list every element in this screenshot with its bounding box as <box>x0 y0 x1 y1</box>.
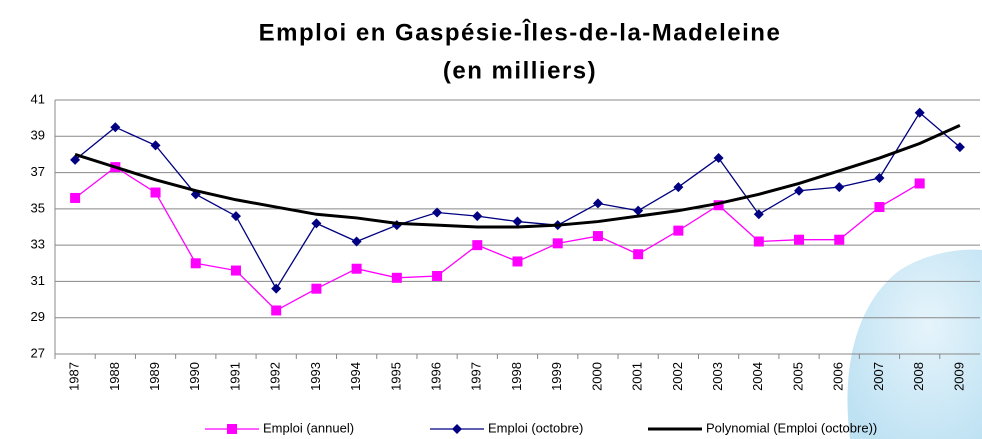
x-tick-label: 2002 <box>670 362 685 391</box>
x-tick-label: 2006 <box>831 362 846 391</box>
x-tick-label: 2009 <box>951 362 966 391</box>
data-point <box>513 256 523 266</box>
x-tick-label: 1999 <box>549 362 564 391</box>
background-decoration <box>847 250 982 439</box>
data-point <box>432 271 442 281</box>
data-point <box>271 305 281 315</box>
x-tick-label: 1990 <box>187 362 202 391</box>
x-tick-label: 2004 <box>750 362 765 391</box>
data-point <box>472 240 482 250</box>
data-point <box>392 273 402 283</box>
legend-label: Emploi (octobre) <box>488 420 583 435</box>
chart: Emploi en Gaspésie-Îles-de-la-Madeleine … <box>0 0 982 439</box>
legend-label: Emploi (annuel) <box>263 420 354 435</box>
data-point <box>513 217 523 227</box>
data-point <box>794 186 804 196</box>
data-point <box>673 226 683 236</box>
data-point <box>70 193 80 203</box>
y-tick-label: 33 <box>31 237 45 252</box>
data-point <box>834 182 844 192</box>
data-point <box>754 237 764 247</box>
x-tick-label: 1992 <box>268 362 283 391</box>
data-point <box>834 235 844 245</box>
data-point <box>151 188 161 198</box>
y-tick-label: 31 <box>31 273 45 288</box>
data-point <box>754 209 764 219</box>
x-tick-label: 2007 <box>871 362 886 391</box>
data-point <box>915 178 925 188</box>
x-tick-label: 1998 <box>509 362 524 391</box>
y-tick-label: 35 <box>31 200 45 215</box>
legend-label: Polynomial (Emploi (octobre)) <box>706 420 877 435</box>
data-point <box>593 231 603 241</box>
y-tick-label: 29 <box>31 309 45 324</box>
x-tick-label: 1987 <box>67 362 82 391</box>
chart-title: Emploi en Gaspésie-Îles-de-la-Madeleine <box>259 18 782 46</box>
x-tick-label: 2005 <box>790 362 805 391</box>
legend-marker <box>227 424 237 434</box>
x-tick-label: 2001 <box>630 362 645 391</box>
data-point <box>673 182 683 192</box>
x-tick-label: 1993 <box>308 362 323 391</box>
y-tick-label: 37 <box>31 164 45 179</box>
data-point <box>714 153 724 163</box>
x-tick-label: 2003 <box>710 362 725 391</box>
y-tick-label: 41 <box>31 91 45 106</box>
x-tick-label: 1989 <box>147 362 162 391</box>
y-tick-label: 27 <box>31 345 45 360</box>
chart-title: (en milliers) <box>443 57 597 84</box>
data-point <box>191 258 201 268</box>
data-point <box>794 235 804 245</box>
data-point <box>593 198 603 208</box>
x-tick-label: 1988 <box>107 362 122 391</box>
data-point <box>633 249 643 259</box>
data-point <box>553 238 563 248</box>
data-point <box>231 211 241 221</box>
x-tick-label: 1996 <box>429 362 444 391</box>
x-tick-label: 1991 <box>227 362 242 391</box>
y-tick-label: 39 <box>31 128 45 143</box>
data-point <box>874 173 884 183</box>
data-point <box>271 284 281 294</box>
x-tick-label: 1994 <box>348 362 363 391</box>
x-tick-label: 2000 <box>589 362 604 391</box>
series-line <box>75 125 960 227</box>
x-tick-label: 2008 <box>911 362 926 391</box>
x-tick-label: 1995 <box>388 362 403 391</box>
data-point <box>352 264 362 274</box>
data-point <box>311 218 321 228</box>
data-point <box>311 284 321 294</box>
data-point <box>231 266 241 276</box>
data-point <box>472 211 482 221</box>
data-point <box>874 202 884 212</box>
x-tick-label: 1997 <box>469 362 484 391</box>
legend-marker <box>452 424 462 434</box>
series-line <box>75 167 920 310</box>
